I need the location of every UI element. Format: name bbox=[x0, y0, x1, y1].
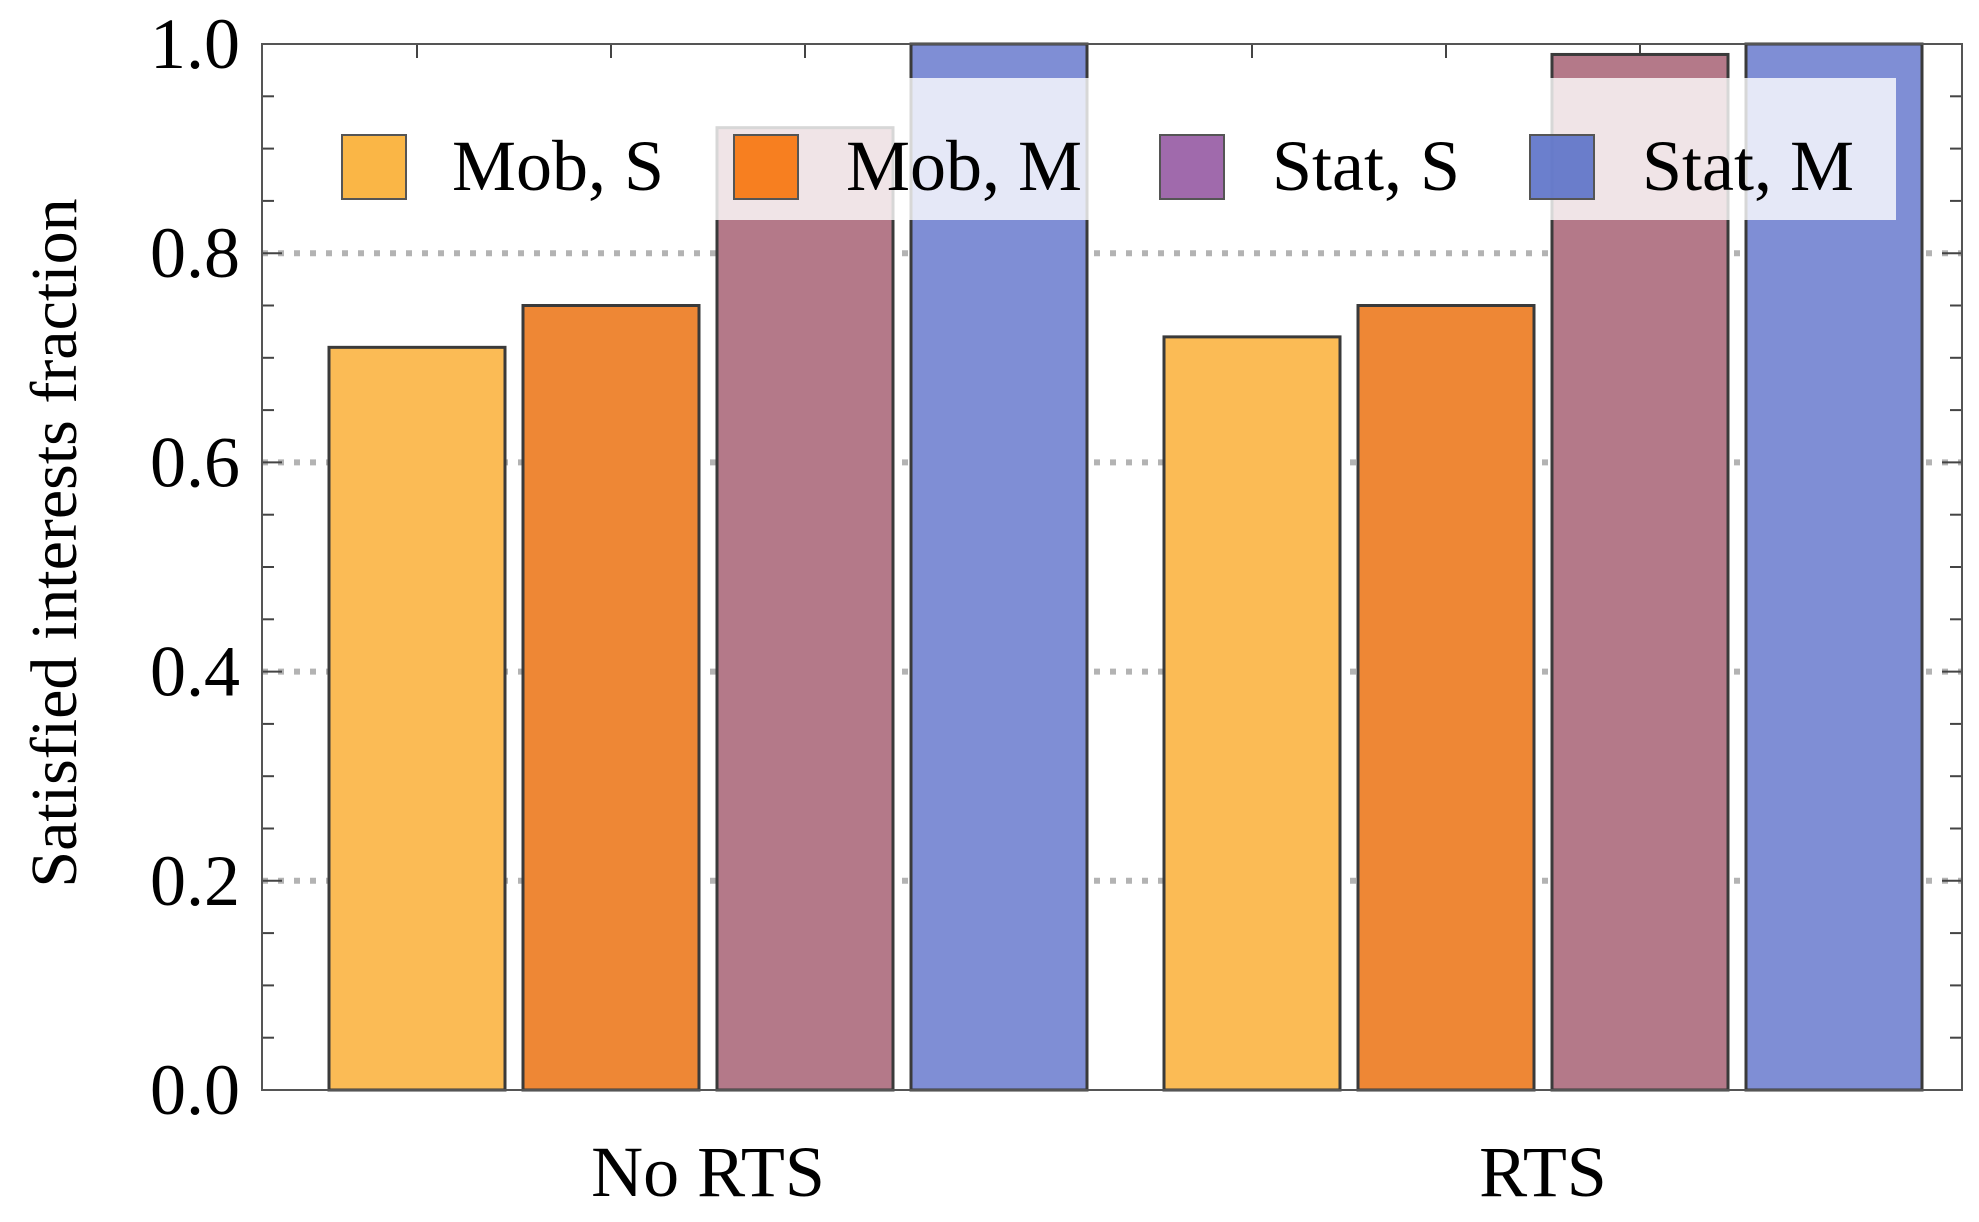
bar-mob-m-rts bbox=[1356, 304, 1536, 1092]
x-tick-label: No RTS bbox=[591, 1132, 825, 1212]
legend-swatch bbox=[341, 134, 407, 200]
legend-label: Mob, M bbox=[846, 126, 1082, 206]
legend-swatch bbox=[1159, 134, 1225, 200]
y-tick-label: 1.0 bbox=[150, 4, 240, 84]
bar-mob-m-no-rts bbox=[521, 304, 701, 1092]
y-tick-label: 0.8 bbox=[150, 213, 240, 293]
legend-label: Stat, M bbox=[1642, 126, 1854, 206]
y-tick-label: 0.2 bbox=[150, 841, 240, 921]
legend-label: Mob, S bbox=[452, 126, 664, 206]
legend-swatch bbox=[733, 134, 799, 200]
legend-background bbox=[316, 78, 1896, 220]
bar-mob-s-rts bbox=[1162, 335, 1342, 1092]
legend-swatch bbox=[1529, 134, 1595, 200]
plot-frame bbox=[261, 43, 1963, 1091]
bar-stat-s-rts bbox=[1550, 52, 1730, 1092]
bar-mob-s-no-rts bbox=[327, 345, 507, 1092]
y-tick-label: 0.4 bbox=[150, 632, 240, 712]
x-tick-label: RTS bbox=[1479, 1132, 1607, 1212]
y-tick-label: 0.0 bbox=[150, 1050, 240, 1130]
y-tick-label: 0.6 bbox=[150, 422, 240, 502]
y-axis-title: Satisfied interests fraction bbox=[18, 198, 91, 887]
bar-stat-s-no-rts bbox=[715, 126, 895, 1092]
legend-label: Stat, S bbox=[1272, 126, 1460, 206]
legend: Mob, S Mob, M Stat, S Stat, M bbox=[316, 78, 1896, 220]
